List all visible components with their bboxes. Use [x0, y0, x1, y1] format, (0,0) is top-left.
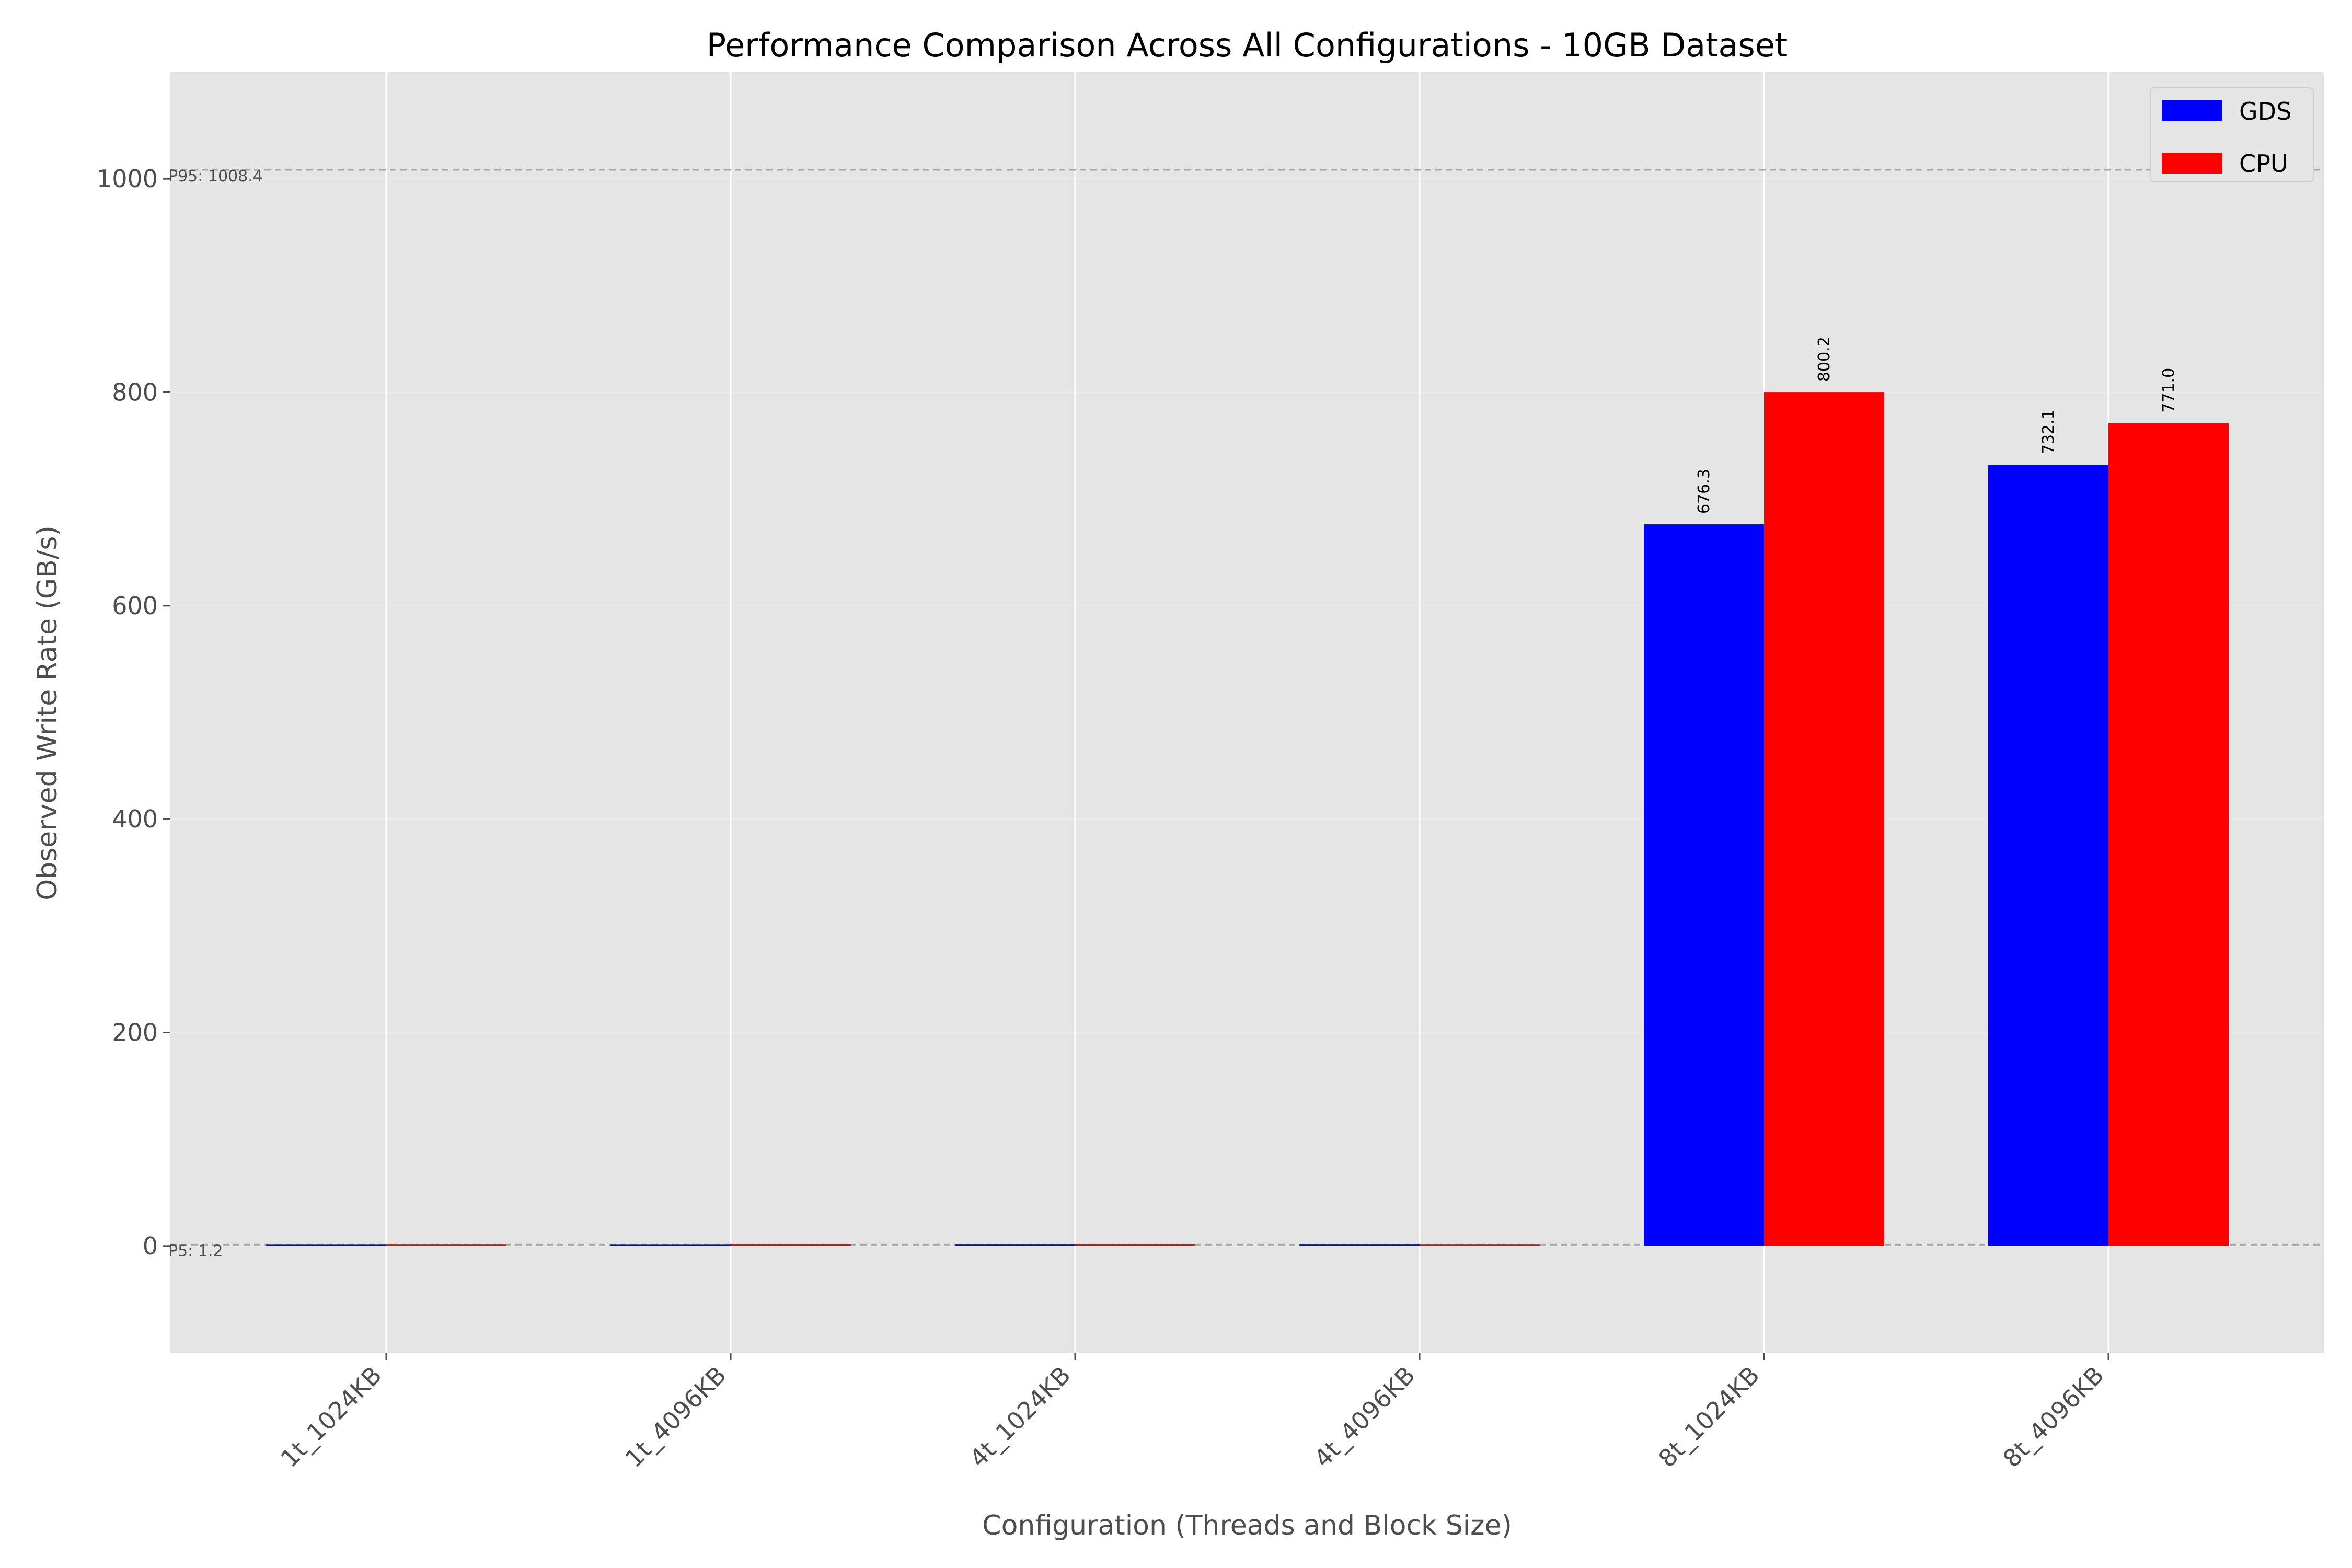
- y-tick-label: 800: [112, 378, 158, 407]
- bar-value-label: 676.3: [1695, 469, 1713, 514]
- y-tick-label: 0: [143, 1232, 158, 1260]
- reference-line-label: P5: 1.2: [168, 1242, 223, 1260]
- x-axis-title: Configuration (Threads and Block Size): [982, 1510, 1512, 1541]
- bar-cpu: [1075, 1244, 1195, 1246]
- bar-gds: [610, 1244, 731, 1246]
- bar-cpu: [2108, 423, 2229, 1246]
- bar-cpu: [386, 1244, 506, 1246]
- bar-cpu: [1764, 392, 1884, 1246]
- data-labels: 676.3 800.2 732.1 771.0: [1695, 337, 2178, 514]
- bar-value-label: 732.1: [2039, 409, 2058, 454]
- y-axis-title: Observed Write Rate (GB/s): [32, 525, 63, 900]
- legend-swatch-gds: [2162, 100, 2222, 121]
- chart-title: Performance Comparison Across All Config…: [707, 26, 1788, 64]
- y-tick-label: 400: [112, 805, 158, 833]
- legend-label-gds: GDS: [2239, 97, 2291, 125]
- legend-label-cpu: CPU: [2239, 149, 2288, 178]
- y-tick-label: 1000: [97, 165, 158, 193]
- bar-gds: [1299, 1244, 1420, 1246]
- bar-gds: [266, 1244, 386, 1246]
- bar-value-label: 800.2: [1815, 337, 1834, 382]
- legend-swatch-cpu: [2162, 153, 2222, 174]
- y-tick-label: 200: [112, 1019, 158, 1047]
- bar-gds: [1644, 524, 1764, 1246]
- bar-gds: [955, 1244, 1075, 1246]
- y-axis: 0 200 400 600 800 1000: [97, 165, 170, 1260]
- bars: [266, 392, 2229, 1246]
- bar-gds: [1988, 465, 2108, 1246]
- bar-value-label: 771.0: [2160, 368, 2178, 413]
- y-tick-label: 600: [112, 592, 158, 620]
- bar-cpu: [731, 1244, 851, 1246]
- plot-area: [170, 72, 2324, 1353]
- reference-line-label: P95: 1008.4: [168, 167, 263, 186]
- bar-cpu: [1420, 1244, 1540, 1246]
- legend: GDS CPU: [2150, 87, 2314, 182]
- reference-lines: P95: 1008.4 P5: 1.2: [168, 167, 2324, 1260]
